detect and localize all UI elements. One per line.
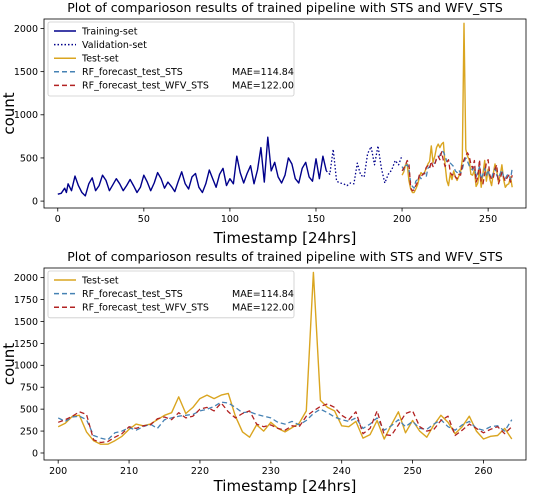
x-axis-label: Timestamp [24hrs]: [213, 229, 357, 247]
series-line-validation-set: [325, 145, 403, 187]
y-tick-label: 1500: [14, 317, 38, 328]
y-axis-label: count: [0, 343, 18, 385]
x-tick-label: 250: [479, 214, 497, 225]
legend-label: Training-set: [81, 26, 138, 37]
y-tick-label: 1500: [14, 67, 38, 78]
y-tick-label: 1750: [14, 295, 38, 306]
y-tick-label: 750: [20, 383, 38, 394]
plot-area: [57, 22, 513, 197]
series-line-rf-forecast-test-sts: [57, 401, 513, 441]
legend-label: Test-set: [81, 275, 119, 286]
y-tick-label: 1000: [14, 110, 38, 121]
legend: Test-set RF_forecast_test_STS MAE=114.84 RF…: [47, 270, 295, 319]
legend-label: RF_forecast_test_STS: [82, 67, 183, 78]
legend-box: [47, 270, 295, 319]
legend-label: RF_forecast_test_WFV_STS: [82, 81, 209, 92]
series-line-rf-forecast-test-sts: [401, 150, 513, 189]
y-tick-label: 500: [20, 153, 38, 164]
x-axis-label: Timestamp [24hrs]: [213, 477, 357, 495]
x-tick-label: 250: [404, 466, 422, 477]
series-line-rf-forecast-test-wfv-sts: [401, 151, 513, 192]
y-tick-label: 0: [32, 196, 38, 207]
legend-mae-label: MAE=122.00: [232, 81, 294, 92]
x-tick-label: 260: [474, 466, 492, 477]
series-line-training-set: [57, 136, 327, 197]
axes-frame: [43, 18, 527, 209]
legend-mae-label: MAE=114.84: [232, 67, 294, 78]
chart-panel-2: Plot of comparioson results of trained p…: [0, 249, 527, 495]
series-line-test-set: [57, 271, 513, 445]
y-tick-label: 1000: [14, 361, 38, 372]
axes-frame: [43, 267, 527, 461]
y-tick-label: 1250: [14, 339, 38, 350]
y-tick-label: 250: [20, 426, 38, 437]
y-tick-label: 0: [32, 448, 38, 459]
chart-panel-1: Plot of comparioson results of trained p…: [0, 0, 527, 247]
x-tick-label: 220: [191, 466, 209, 477]
x-tick-label: 200: [393, 214, 411, 225]
x-tick-label: 230: [262, 466, 280, 477]
series-line-rf-forecast-test-wfv-sts: [57, 402, 513, 444]
series-line-test-set: [401, 22, 513, 194]
legend: Training-set Validation-set Test-set RF_for…: [47, 21, 295, 97]
legend-mae-label: MAE=114.84: [232, 289, 294, 300]
legend-box: [47, 21, 295, 97]
x-tick-label: 150: [307, 214, 325, 225]
chart-title: Plot of comparioson results of trained p…: [67, 249, 503, 264]
chart-title: Plot of comparioson results of trained p…: [67, 0, 503, 15]
legend-label: RF_forecast_test_STS: [82, 289, 183, 300]
y-tick-label: 500: [20, 405, 38, 416]
y-tick-label: 2000: [14, 273, 38, 284]
y-axis-label: count: [0, 92, 18, 134]
plot-area: [57, 271, 513, 445]
legend-label: Test-set: [81, 54, 119, 65]
x-tick-label: 50: [138, 214, 150, 225]
x-tick-label: 240: [333, 466, 351, 477]
legend-mae-label: MAE=122.00: [232, 303, 294, 314]
legend-label: Validation-set: [82, 40, 147, 51]
x-tick-label: 0: [55, 214, 61, 225]
x-tick-label: 200: [49, 466, 67, 477]
x-tick-label: 100: [221, 214, 239, 225]
y-tick-label: 2000: [14, 24, 38, 35]
legend-label: RF_forecast_test_WFV_STS: [82, 303, 209, 314]
x-tick-label: 210: [120, 466, 138, 477]
